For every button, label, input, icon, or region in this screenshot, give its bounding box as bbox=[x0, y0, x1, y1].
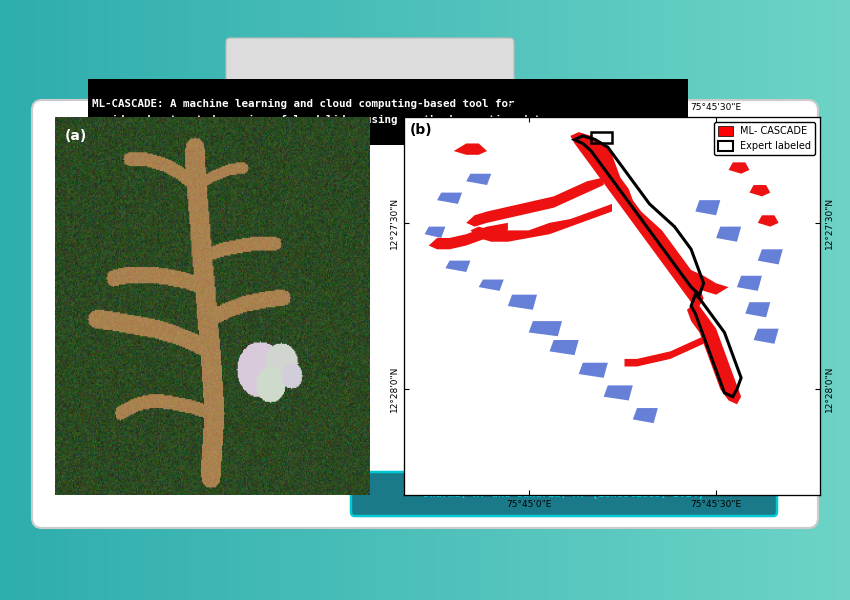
Text: Sharma, N. and Saharia, M. (Landslides, 2024): Sharma, N. and Saharia, M. (Landslides, … bbox=[423, 489, 705, 499]
Polygon shape bbox=[454, 143, 487, 155]
FancyBboxPatch shape bbox=[88, 79, 688, 145]
Text: ML-CASCADE: A machine learning and cloud computing-based tool for
rapid and auto: ML-CASCADE: A machine learning and cloud… bbox=[92, 99, 547, 125]
Polygon shape bbox=[728, 163, 750, 174]
Polygon shape bbox=[529, 321, 562, 336]
Polygon shape bbox=[604, 385, 632, 401]
Polygon shape bbox=[695, 200, 720, 215]
Polygon shape bbox=[757, 250, 783, 265]
Text: (b): (b) bbox=[410, 123, 433, 137]
Polygon shape bbox=[428, 223, 507, 250]
Polygon shape bbox=[470, 204, 612, 242]
Text: (a): (a) bbox=[65, 128, 87, 143]
Polygon shape bbox=[750, 185, 770, 196]
Polygon shape bbox=[424, 227, 445, 238]
Polygon shape bbox=[507, 295, 537, 310]
Polygon shape bbox=[737, 276, 762, 291]
Polygon shape bbox=[570, 132, 704, 306]
FancyBboxPatch shape bbox=[32, 100, 818, 528]
Polygon shape bbox=[757, 215, 779, 227]
Polygon shape bbox=[632, 408, 658, 423]
FancyBboxPatch shape bbox=[226, 38, 514, 84]
Polygon shape bbox=[745, 302, 770, 317]
Polygon shape bbox=[445, 260, 470, 272]
Polygon shape bbox=[716, 227, 741, 242]
Polygon shape bbox=[579, 362, 608, 378]
Polygon shape bbox=[437, 193, 462, 204]
FancyBboxPatch shape bbox=[351, 472, 777, 516]
Polygon shape bbox=[479, 280, 504, 291]
Polygon shape bbox=[687, 302, 741, 404]
Polygon shape bbox=[625, 336, 704, 367]
Polygon shape bbox=[466, 174, 491, 185]
Polygon shape bbox=[683, 268, 728, 295]
Legend: ML- CASCADE, Expert labeled: ML- CASCADE, Expert labeled bbox=[714, 122, 815, 155]
Polygon shape bbox=[549, 340, 579, 355]
Polygon shape bbox=[466, 178, 604, 227]
Polygon shape bbox=[754, 329, 779, 344]
